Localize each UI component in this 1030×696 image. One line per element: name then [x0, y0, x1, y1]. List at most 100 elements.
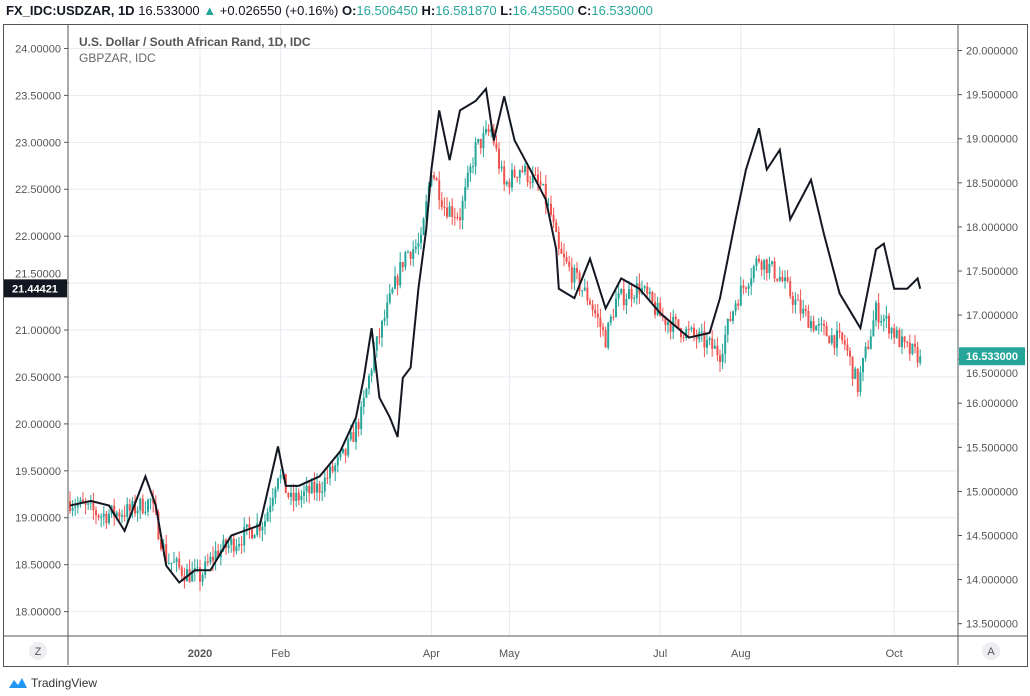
- candle-body: [266, 512, 269, 522]
- candle-body: [846, 344, 849, 351]
- candle-body: [750, 278, 753, 286]
- candle-body: [815, 325, 818, 331]
- candle-body: [602, 326, 604, 330]
- candle-body: [412, 249, 415, 259]
- candle-body: [560, 248, 563, 254]
- candle-body: [773, 261, 776, 279]
- candle-body: [191, 571, 194, 582]
- candle-body: [711, 338, 714, 349]
- candle-body: [401, 262, 404, 268]
- candle-body: [235, 546, 238, 552]
- candle-body: [781, 276, 784, 282]
- candle-body: [329, 466, 331, 479]
- candle-body: [386, 302, 389, 319]
- right-tick-label: 15.500000: [966, 442, 1018, 454]
- candle-body: [531, 174, 534, 183]
- candle-body: [732, 311, 734, 321]
- candle-body: [576, 267, 578, 273]
- candle-body: [854, 368, 857, 379]
- candle-body: [167, 562, 170, 564]
- auto-scale-left-button[interactable]: Z: [29, 642, 47, 660]
- candle-body: [763, 259, 766, 270]
- candle-body: [399, 262, 402, 286]
- candle-body: [807, 310, 810, 329]
- candle-body: [459, 217, 461, 221]
- candle-body: [277, 478, 279, 489]
- left-tick-label: 22.50000: [15, 184, 61, 196]
- candle-body: [851, 356, 854, 379]
- candle-body: [100, 516, 103, 518]
- time-tick-label: Feb: [271, 648, 290, 660]
- up-triangle-icon: ▲: [203, 3, 217, 18]
- candle-body: [526, 165, 529, 183]
- candle-body: [331, 466, 334, 472]
- candle-body: [882, 318, 885, 322]
- candle-body: [394, 276, 396, 289]
- candle-body: [703, 331, 706, 348]
- auto-scale-right-button[interactable]: A: [982, 642, 1000, 660]
- right-current-badge: [959, 347, 1025, 366]
- candle-body: [609, 316, 612, 323]
- candle-body: [521, 170, 524, 173]
- candle-body: [706, 340, 708, 348]
- candle-body: [92, 502, 95, 511]
- candle-body: [274, 488, 277, 498]
- candle-body: [849, 350, 851, 357]
- candle-body: [583, 287, 586, 291]
- right-tick-label: 17.500000: [966, 266, 1018, 278]
- candle-body: [342, 448, 344, 453]
- right-tick-label: 16.500000: [966, 368, 1018, 380]
- candle-body: [570, 266, 573, 283]
- candle-body: [84, 502, 87, 505]
- candle-body: [682, 337, 685, 339]
- candle-body: [812, 320, 815, 331]
- candle-body: [438, 180, 441, 201]
- left-tick-label: 18.00000: [15, 607, 61, 619]
- candle-body: [628, 289, 630, 300]
- candle-body: [147, 499, 149, 512]
- candle-body: [256, 523, 259, 535]
- candle-body: [196, 567, 199, 569]
- candle-body: [308, 485, 311, 494]
- candle-body: [664, 316, 667, 325]
- time-tick-label: Apr: [423, 648, 440, 660]
- candle-body: [477, 138, 480, 143]
- candle-body: [479, 138, 482, 149]
- candle-body: [131, 501, 134, 511]
- candle-body: [238, 544, 240, 547]
- candle-body: [297, 492, 300, 501]
- candle-body: [646, 286, 649, 294]
- change: +0.026550 (+0.16%): [219, 3, 339, 18]
- candle-body: [529, 182, 532, 184]
- candle-body: [461, 200, 464, 221]
- open-value: 16.506450: [356, 3, 418, 18]
- candle-body: [76, 503, 79, 507]
- candle-body: [500, 166, 503, 169]
- time-tick-label: Oct: [886, 648, 903, 660]
- tradingview-logo[interactable]: TradingView: [8, 676, 97, 690]
- time-tick-label: 2020: [188, 648, 212, 660]
- left-tick-label: 23.00000: [15, 137, 61, 149]
- candle-body: [690, 327, 693, 330]
- candle-body: [472, 166, 474, 168]
- candle-body: [659, 302, 662, 317]
- candle-body: [318, 483, 321, 493]
- left-tick-label: 19.50000: [15, 466, 61, 478]
- candle-body: [903, 336, 906, 343]
- candle-body: [334, 465, 337, 472]
- candle-body: [908, 342, 911, 354]
- candle-body: [105, 513, 108, 523]
- candle-body: [362, 397, 365, 407]
- left-current-label: 21.44421: [12, 283, 58, 295]
- candle-body: [669, 322, 672, 332]
- candle-body: [729, 318, 732, 321]
- candle-body: [823, 323, 825, 326]
- candle-body: [422, 218, 425, 235]
- right-tick-label: 19.000000: [966, 134, 1018, 146]
- candle-body: [417, 243, 420, 247]
- candle-body: [451, 206, 454, 217]
- candle-body: [490, 129, 493, 132]
- candle-body: [230, 538, 233, 545]
- time-tick-label: Aug: [731, 648, 751, 660]
